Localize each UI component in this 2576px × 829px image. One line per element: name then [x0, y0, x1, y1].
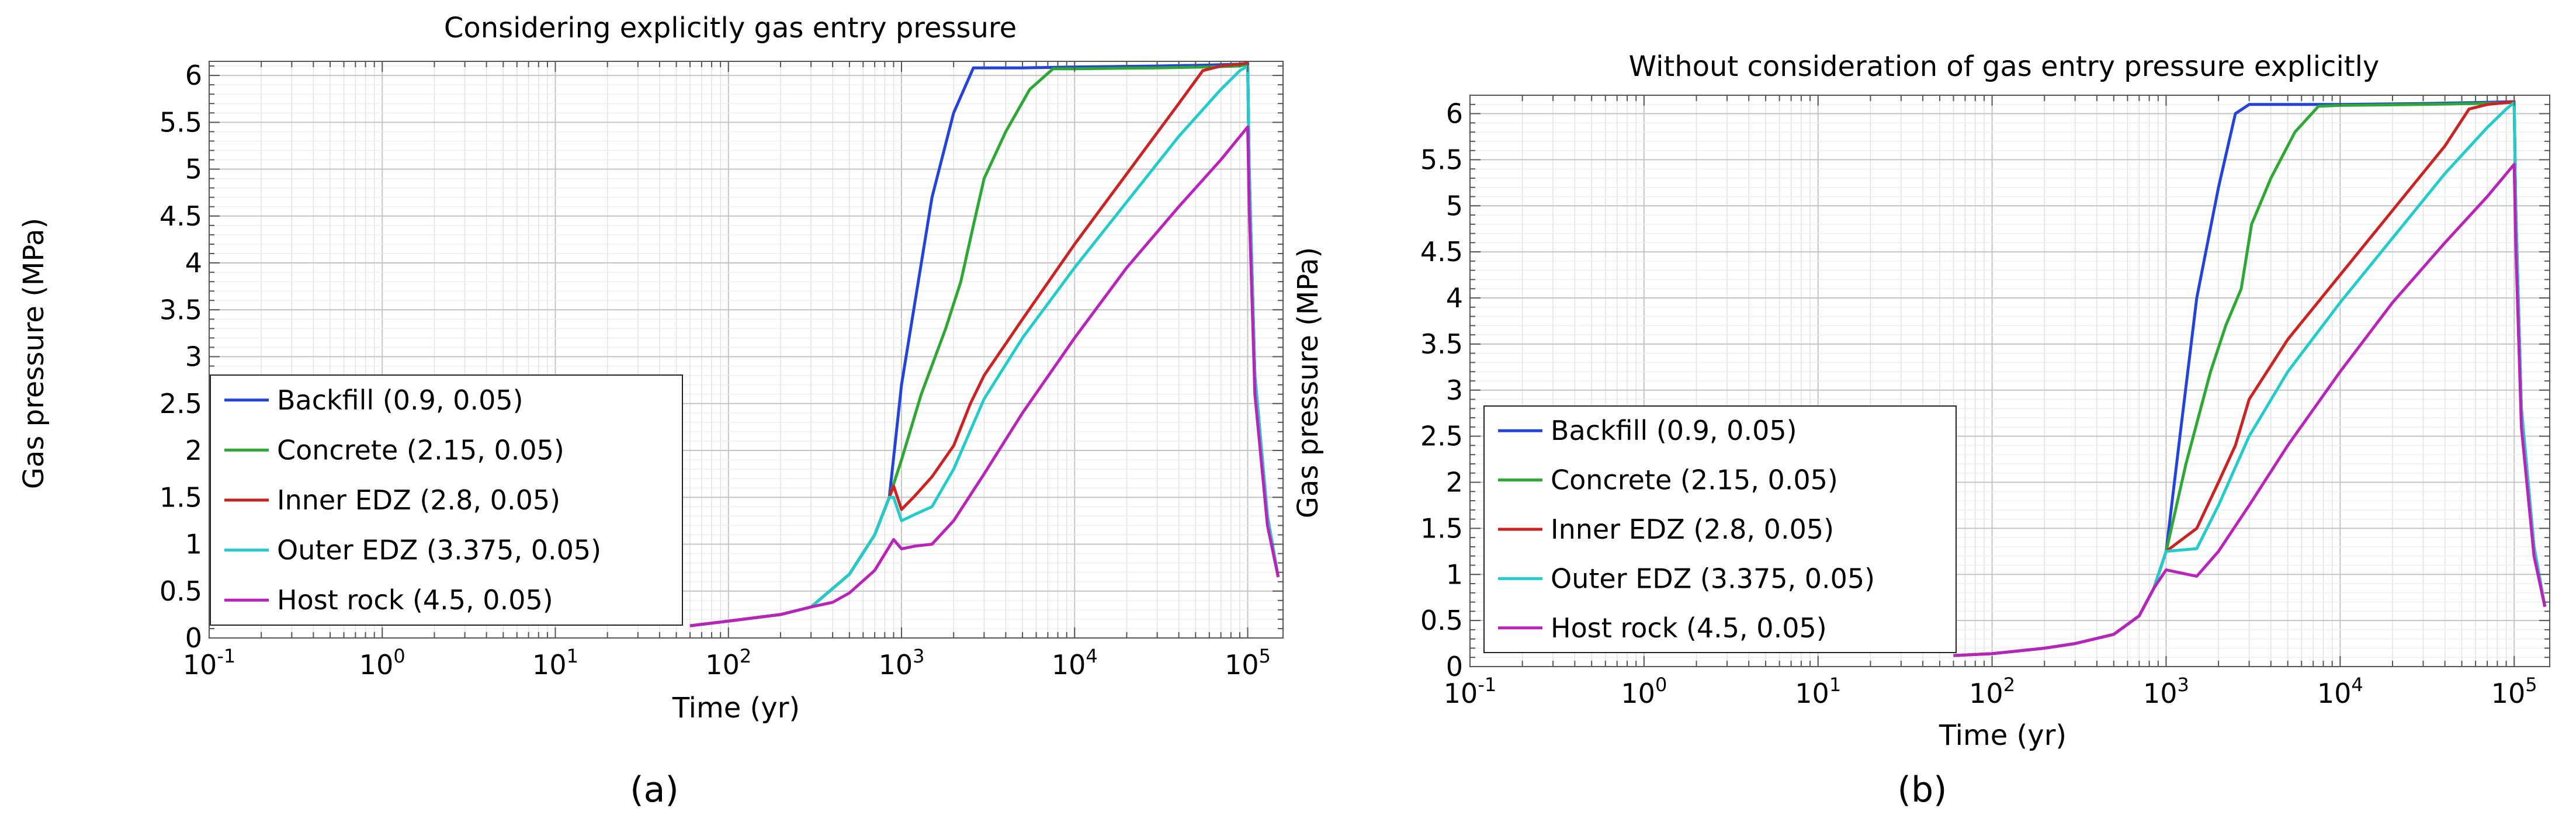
- panel-a-title: Considering explicitly gas entry pressur…: [444, 12, 1017, 44]
- legend-box: [210, 374, 683, 626]
- x-tick-label: 105: [2491, 674, 2537, 709]
- y-tick-label: 1.5: [1420, 512, 1463, 544]
- panel-a-y-tick-labels: 0 0.5 1 1.5 2 2.5 3 3.5 4 4.5 5 5.5 6: [160, 60, 202, 654]
- panel-a-x-tick-labels: 10-1 100 101 102 103 104 105: [183, 645, 1271, 681]
- y-tick-label: 2: [185, 435, 202, 466]
- panel-a: Considering explicitly gas entry pressur…: [18, 12, 1284, 810]
- y-tick-label: 5.5: [160, 106, 202, 138]
- y-tick-label: 0.5: [1420, 605, 1463, 636]
- panel-b-title: Without consideration of gas entry press…: [1629, 50, 2380, 83]
- y-tick-label: 6: [1446, 98, 1463, 130]
- panel-b-x-axis-label: Time (yr): [1939, 719, 2067, 752]
- y-tick-label: 5: [185, 154, 202, 185]
- series-line-3: [689, 64, 1280, 627]
- y-tick-label: 1: [185, 529, 202, 560]
- y-tick-label: 2.5: [1420, 421, 1463, 452]
- x-tick-label: 100: [1621, 674, 1667, 709]
- panel-a-y-axis-label: Gas pressure (MPa): [18, 218, 50, 490]
- panel-a-plot-frame: [209, 61, 1284, 639]
- series-line-4: [1953, 162, 2547, 657]
- x-tick-label: 102: [1969, 674, 2015, 709]
- panel-a-label: (a): [630, 769, 679, 810]
- y-tick-label: 1: [1446, 559, 1463, 590]
- legend-entry-label: Outer EDZ (3.375, 0.05): [277, 535, 601, 566]
- y-tick-label: 4.5: [160, 200, 202, 232]
- y-tick-label: 3.5: [1420, 328, 1463, 360]
- y-tick-label: 5.5: [1420, 144, 1463, 175]
- panel-b: Without consideration of gas entry press…: [1292, 50, 2550, 810]
- y-tick-label: 3.5: [160, 294, 202, 325]
- y-tick-label: 6: [185, 60, 202, 91]
- x-tick-label: 105: [1225, 645, 1271, 681]
- x-tick-label: 10-1: [183, 645, 235, 681]
- x-tick-label: 104: [1052, 645, 1098, 681]
- y-tick-label: 0: [1446, 651, 1463, 682]
- y-tick-label: 1.5: [160, 481, 202, 513]
- panel-a-legend: Backfill (0.9, 0.05) Concrete (2.15, 0.05…: [210, 374, 683, 626]
- x-tick-label: 102: [705, 645, 751, 681]
- x-tick-label: 103: [879, 645, 925, 681]
- legend-entry-label: Inner EDZ (2.8, 0.05): [277, 484, 560, 516]
- x-tick-label: 101: [1795, 674, 1841, 709]
- legend-box: [1483, 405, 1957, 653]
- legend-entry-label: Outer EDZ (3.375, 0.05): [1551, 563, 1875, 594]
- y-tick-label: 3: [185, 341, 202, 373]
- y-tick-label: 2: [1446, 467, 1463, 498]
- y-tick-label: 0.5: [160, 575, 202, 607]
- x-tick-label: 101: [532, 645, 578, 681]
- panel-b-tick-marks: [1469, 95, 2550, 667]
- legend-entry-label: Concrete (2.15, 0.05): [277, 434, 564, 466]
- legend-entry-label: Host rock (4.5, 0.05): [277, 584, 553, 616]
- y-tick-label: 4.5: [1420, 236, 1463, 268]
- series-line-4: [689, 125, 1280, 627]
- panel-b-y-axis-label: Gas pressure (MPa): [1292, 247, 1325, 519]
- y-tick-label: 5: [1446, 190, 1463, 221]
- y-tick-label: 3: [1446, 374, 1463, 406]
- x-tick-label: 10-1: [1444, 674, 1496, 709]
- panel-b-series-lines: [1953, 100, 2547, 657]
- panel-b-x-tick-labels: 10-1 100 101 102 103 104 105: [1444, 674, 2537, 709]
- panel-b-legend: Backfill (0.9, 0.05) Concrete (2.15, 0.05…: [1483, 405, 1957, 653]
- panel-a-x-axis-label: Time (yr): [672, 692, 800, 724]
- x-tick-label: 103: [2143, 674, 2189, 709]
- y-tick-label: 4: [1446, 282, 1463, 314]
- legend-entry-label: Concrete (2.15, 0.05): [1551, 464, 1838, 496]
- x-tick-label: 104: [2317, 674, 2363, 709]
- legend-entry-label: Backfill (0.9, 0.05): [277, 384, 523, 416]
- legend-entry-label: Inner EDZ (2.8, 0.05): [1551, 514, 1834, 545]
- panel-b-label: (b): [1898, 769, 1947, 810]
- y-tick-label: 2.5: [160, 388, 202, 419]
- panel-b-y-tick-labels: 0 0.5 1 1.5 2 2.5 3 3.5 4 4.5 5 5.5 6: [1420, 98, 1463, 682]
- legend-entry-label: Host rock (4.5, 0.05): [1551, 612, 1827, 644]
- y-tick-label: 0: [185, 622, 202, 654]
- y-tick-label: 4: [185, 247, 202, 279]
- legend-entry-label: Backfill (0.9, 0.05): [1551, 415, 1797, 446]
- x-tick-label: 100: [359, 645, 405, 681]
